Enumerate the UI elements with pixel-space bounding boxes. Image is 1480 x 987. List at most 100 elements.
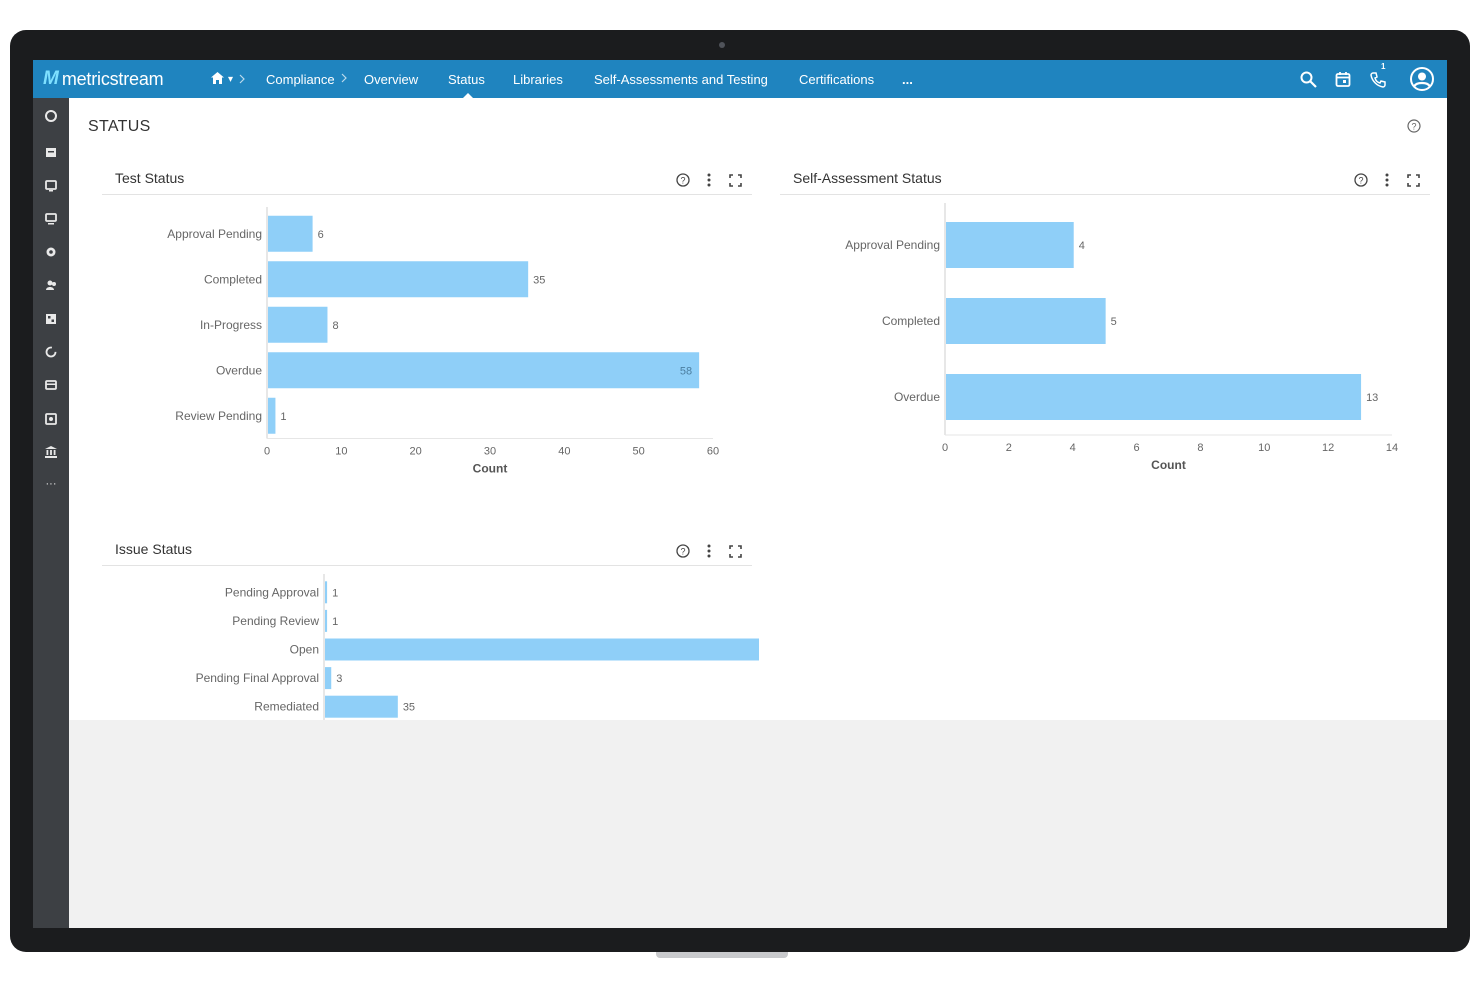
issue-status-toolbar: ? — [675, 543, 743, 559]
expand-icon[interactable] — [1405, 172, 1421, 188]
self_assessment-value-label: 4 — [1079, 240, 1085, 252]
more-menu-icon[interactable]: ··· — [45, 478, 57, 490]
edit-document-icon[interactable] — [43, 144, 59, 160]
home-dropdown-caret: ▾ — [228, 73, 234, 85]
issue_status-value-label: 1 — [332, 616, 338, 628]
test-status-chart: Approval Pending 6 Completed 35 In-Progress 8… — [119, 203, 759, 483]
help-icon[interactable]: ? — [675, 172, 691, 188]
test_status-value-label: 6 — [318, 229, 324, 241]
help-icon[interactable]: ? — [1353, 172, 1369, 188]
self_assessment-tick-label: 10 — [1258, 442, 1270, 454]
svg-text:?: ? — [680, 547, 685, 557]
self_assessment-tick-label: 0 — [942, 442, 948, 454]
help-icon[interactable]: ? — [675, 543, 691, 559]
refresh-cycle-icon[interactable] — [43, 344, 59, 360]
test_status-bar[interactable] — [268, 261, 529, 298]
self_assessment-value-label: 13 — [1366, 392, 1378, 404]
self-assessment-chart: Approval Pending 4 Completed 5 Overdue 13 0 2 4 6… — [789, 203, 1429, 483]
test_status-category-label: Completed — [204, 272, 262, 286]
breadcrumb-compliance[interactable]: Compliance — [266, 60, 355, 98]
test_status-bar[interactable] — [268, 352, 700, 389]
issue_status-bar[interactable] — [325, 695, 398, 718]
issue-status-title: Issue Status — [115, 541, 193, 557]
test_status-value-label: 8 — [332, 320, 338, 332]
self_assessment-svg: Approval Pending 4 Completed 5 Overdue 13 0 2 4 6… — [845, 203, 1398, 472]
nav-more-button[interactable]: ... — [902, 60, 913, 98]
self_assessment-tick-label: 14 — [1386, 442, 1398, 454]
audit-search-icon[interactable] — [43, 411, 59, 427]
issue_status-value-label: 35 — [403, 702, 415, 714]
nav-tab-self-assessments-label: Self-Assessments and Testing — [594, 71, 768, 87]
expand-icon[interactable] — [727, 543, 743, 559]
active-tab-indicator — [463, 93, 473, 98]
self_assessment-bar[interactable] — [946, 222, 1074, 268]
issue_status-value-label: 1 — [332, 587, 338, 599]
monitor-icon[interactable] — [43, 211, 59, 227]
notification-phone-icon[interactable] — [1367, 68, 1389, 90]
test_status-category-label: In-Progress — [200, 318, 262, 332]
kebab-menu-icon[interactable] — [701, 172, 717, 188]
expand-icon[interactable] — [727, 172, 743, 188]
test_status-tick-label: 40 — [558, 446, 570, 458]
self_assessment-x-axis-title: Count — [1151, 458, 1186, 472]
kebab-menu-icon[interactable] — [701, 543, 717, 559]
issue_status-category-label: Pending Approval — [225, 585, 319, 599]
self-assessment-toolbar: ? — [1353, 172, 1421, 188]
self_assessment-tick-label: 2 — [1006, 442, 1012, 454]
self_assessment-category-label: Completed — [882, 314, 940, 328]
page-help-icon[interactable]: ? — [1407, 119, 1421, 138]
logo-text: metricstream — [61, 68, 164, 89]
device-stand — [656, 952, 788, 958]
institution-icon[interactable] — [43, 444, 59, 460]
issue_status-bar[interactable] — [325, 609, 328, 632]
issue_status-category-label: Open — [290, 643, 319, 657]
nav-tab-certifications[interactable]: Certifications — [799, 60, 874, 98]
issue_status-value-label: 3 — [336, 673, 342, 685]
issue_status-bar[interactable] — [325, 638, 789, 661]
search-icon[interactable] — [1297, 68, 1319, 90]
main-content: STATUS ? Test Status ? Approval Pending 6… — [69, 98, 1447, 721]
test_status-bar[interactable] — [268, 215, 313, 252]
test_status-value-label: 1 — [280, 411, 286, 423]
calendar-icon[interactable] — [1332, 68, 1354, 90]
kebab-menu-icon[interactable] — [1379, 172, 1395, 188]
test_status-tick-label: 10 — [335, 446, 347, 458]
monitor-check-icon[interactable] — [43, 178, 59, 194]
self-assessment-title: Self-Assessment Status — [793, 170, 942, 186]
test_status-value-label: 35 — [533, 274, 545, 286]
test_status-bar[interactable] — [268, 397, 276, 434]
svg-text:?: ? — [680, 176, 685, 186]
nav-tab-certifications-label: Certifications — [799, 71, 875, 87]
test_status-tick-label: 0 — [264, 446, 270, 458]
self_assessment-tick-label: 4 — [1070, 442, 1076, 454]
user-avatar-icon[interactable] — [1409, 66, 1435, 92]
self_assessment-bar[interactable] — [946, 374, 1362, 420]
dashboard-icon[interactable] — [43, 108, 59, 124]
nav-tab-overview[interactable]: Overview — [364, 60, 418, 98]
test_status-bar[interactable] — [268, 306, 328, 343]
issue_status-bar[interactable] — [325, 581, 328, 604]
app-screen: M metricstream ▾ Compliance Overview Sta… — [33, 60, 1447, 928]
test_status-tick-label: 50 — [633, 446, 645, 458]
nav-tab-libraries[interactable]: Libraries — [513, 60, 563, 98]
nav-tab-self-assessments-testing[interactable]: Self-Assessments and Testing — [594, 60, 768, 98]
app-logo[interactable]: M metricstream — [43, 67, 164, 91]
test-status-toolbar: ? — [675, 172, 743, 188]
page-title: STATUS — [88, 118, 151, 135]
self_assessment-bar[interactable] — [946, 298, 1106, 344]
card-icon[interactable] — [43, 377, 59, 393]
users-icon[interactable] — [43, 277, 59, 293]
issue_status-bar[interactable] — [325, 667, 332, 690]
settings-gear-icon[interactable] — [43, 244, 59, 260]
home-menu[interactable]: ▾ — [211, 60, 245, 98]
camera-dot — [719, 42, 725, 48]
test-status-title: Test Status — [115, 170, 185, 186]
self_assessment-category-label: Approval Pending — [845, 238, 940, 252]
breadcrumb-compliance-label: Compliance — [266, 71, 335, 87]
test_status-category-label: Approval Pending — [167, 227, 262, 241]
nav-tab-overview-label: Overview — [364, 71, 419, 87]
grid-report-icon[interactable] — [43, 311, 59, 327]
nav-tab-status[interactable]: Status — [448, 60, 485, 98]
home-icon — [211, 71, 224, 87]
